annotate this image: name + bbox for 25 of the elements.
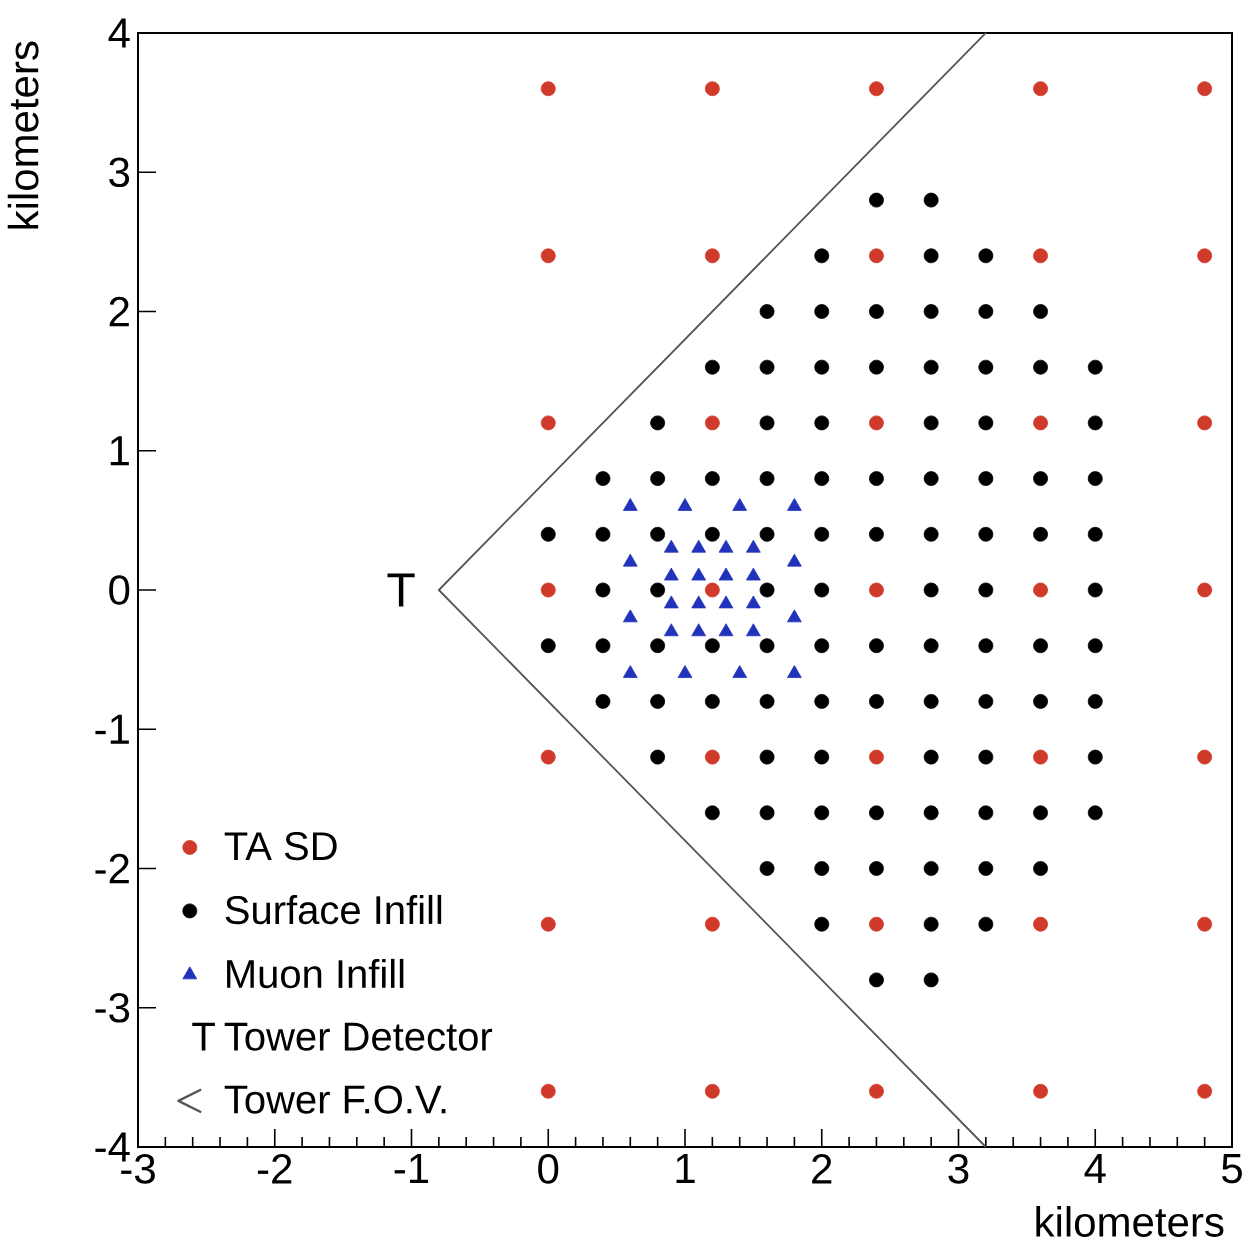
y-tick-label: 0 <box>109 575 130 605</box>
y-tick-label: -3 <box>95 992 129 1023</box>
y-tick-label: 2 <box>109 296 129 327</box>
x-tick-label: -2 <box>257 1154 292 1184</box>
y-tick-label: -1 <box>95 714 129 744</box>
x-tick-label: 4 <box>1084 1154 1106 1183</box>
x-tick-label: 5 <box>1221 1154 1242 1184</box>
x-tick-label: 3 <box>948 1154 969 1184</box>
legend-label: Muon Infill <box>226 958 404 989</box>
x-axis-title: kilometers <box>1036 1206 1224 1237</box>
text: T <box>192 1022 215 1051</box>
legend-label: Surface Infill <box>225 894 441 925</box>
x-tick-label: 0 <box>538 1154 559 1184</box>
y-tick-label: -2 <box>95 853 129 884</box>
legend-label: Tower F.O.V. <box>224 1085 446 1114</box>
y-axis-title: kilometers <box>7 41 39 229</box>
legend-label: TA SD <box>224 831 337 861</box>
x-tick-label: 1 <box>676 1154 695 1183</box>
y-tick-label: 3 <box>109 157 129 188</box>
x-tick-label: -1 <box>394 1154 428 1183</box>
y-tick-label: 1 <box>110 436 129 466</box>
x-tick-label: 2 <box>812 1154 832 1184</box>
y-tick-label: 4 <box>108 18 130 48</box>
annotation: Tower Detector <box>224 1022 492 1051</box>
annotation: T <box>387 573 415 607</box>
